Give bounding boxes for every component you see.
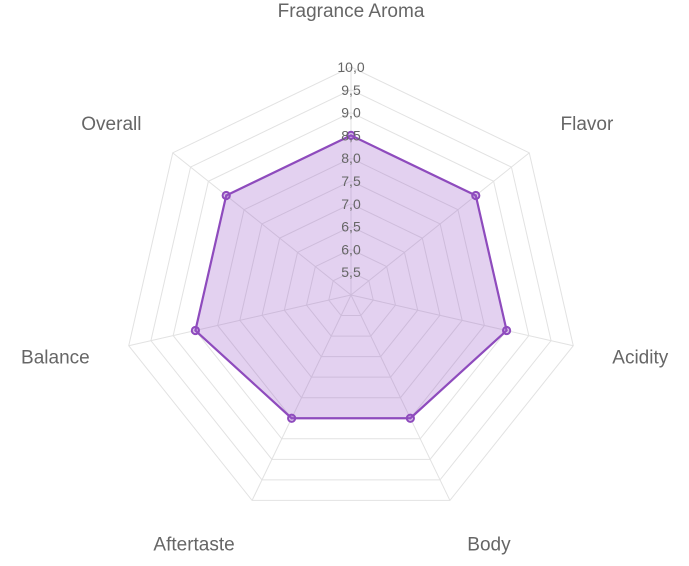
tick-label: 7,0 — [341, 196, 361, 212]
tick-label: 10,0 — [337, 59, 364, 75]
tick-label: 5,5 — [341, 264, 361, 280]
grid-ring — [283, 226, 419, 358]
data-point-balance[interactable] — [190, 325, 200, 336]
axis-label-body: Body — [467, 535, 511, 556]
axis-spoke-acidity — [350, 294, 574, 347]
tick-label: 9,5 — [341, 82, 361, 98]
axis-spoke-body — [350, 294, 451, 501]
tick-label: 6,0 — [341, 241, 361, 257]
label-layer: Fragrance Aroma Flavor Acidity Body Aftertas… — [21, 1, 669, 556]
data-point-fragrance-aroma[interactable] — [346, 130, 356, 140]
axis-label-acidity: Acidity — [612, 347, 668, 368]
axis-spoke-balance — [128, 294, 352, 347]
axis-label-overall: Overall — [81, 114, 141, 135]
data-point-aftertaste[interactable] — [287, 413, 297, 423]
data-point-overall[interactable] — [221, 190, 231, 201]
data-point-body[interactable] — [405, 413, 415, 423]
axis-label-fragrance-aroma: Fragrance Aroma — [278, 1, 425, 22]
grid-ring — [150, 89, 552, 481]
tick-label: 8,5 — [341, 127, 361, 143]
axis-spoke-flavor — [350, 152, 530, 296]
axis-label-balance: Balance — [21, 347, 90, 368]
grid-ring — [172, 112, 530, 460]
data-point-flavor[interactable] — [471, 190, 481, 201]
tick-label: 8,0 — [341, 150, 361, 166]
tick-label: 9,0 — [341, 105, 361, 121]
grid-ring — [305, 248, 397, 337]
axis-label-aftertaste: Aftertaste — [153, 535, 234, 556]
axis-spoke-aftertaste — [251, 294, 352, 501]
grid-ring — [128, 66, 574, 501]
axis-label-flavor: Flavor — [561, 114, 614, 135]
series-layer — [190, 130, 512, 423]
tick-label: 7,5 — [341, 173, 361, 189]
series-area — [194, 134, 508, 420]
grid-ring — [328, 271, 374, 317]
tick-label: 6,5 — [341, 219, 361, 235]
grid-ring — [261, 203, 441, 378]
grid-ring — [239, 180, 463, 399]
tick-layer: 5,5 6,0 6,5 7,0 7,5 8,0 8,5 9,0 9,5 10,0 — [337, 59, 364, 280]
axis-spoke-overall — [172, 152, 352, 296]
data-point-acidity[interactable] — [502, 325, 512, 336]
